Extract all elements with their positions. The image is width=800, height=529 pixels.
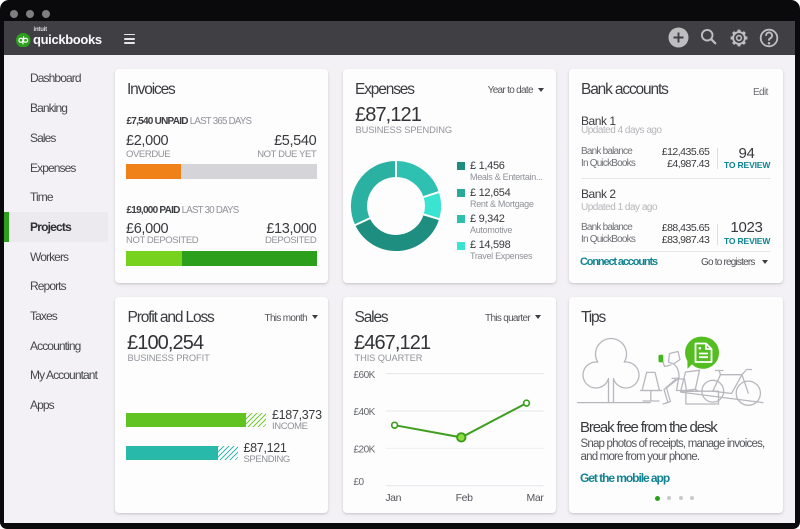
svg-text:£60K: £60K (354, 370, 376, 381)
svg-text:Mar: Mar (527, 492, 545, 504)
svg-text:£20K: £20K (354, 445, 376, 456)
svg-text:Jan: Jan (385, 492, 401, 504)
svg-text:Feb: Feb (456, 492, 473, 504)
svg-text:£0: £0 (354, 477, 365, 488)
svg-text:£40K: £40K (354, 407, 376, 418)
